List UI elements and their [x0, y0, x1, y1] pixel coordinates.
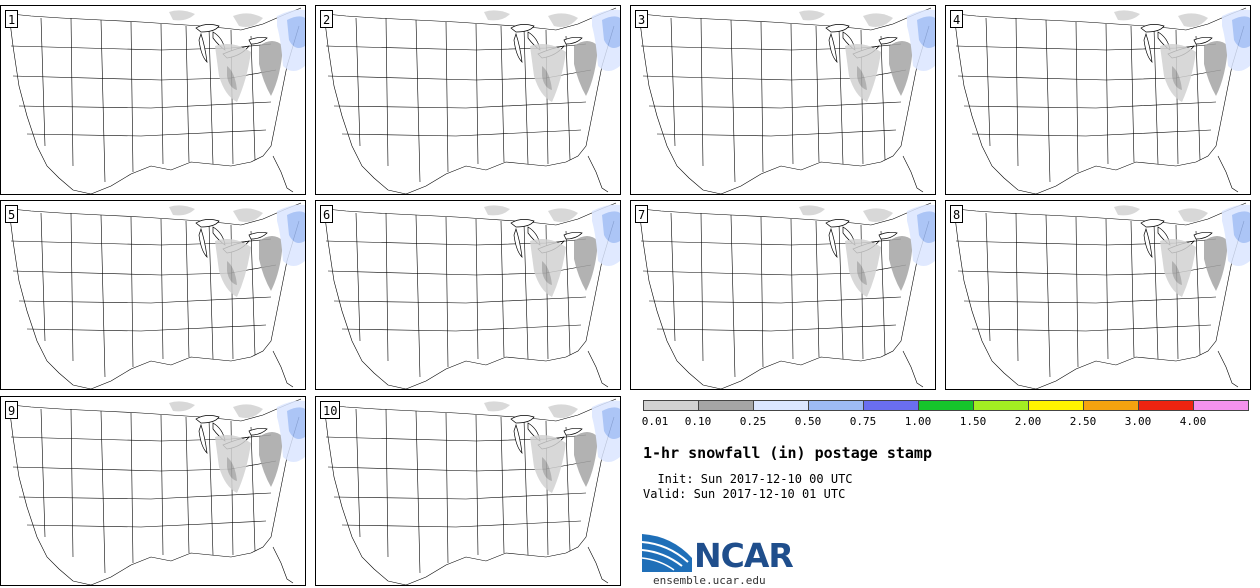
- legend-swatch: [643, 400, 699, 411]
- plot-title: 1-hr snowfall (in) postage stamp: [643, 444, 932, 462]
- us-snowfall-map: [8, 7, 305, 194]
- us-snowfall-map: [8, 398, 305, 585]
- legend-tick-label: 0.50: [794, 415, 822, 428]
- us-snowfall-map: [953, 202, 1250, 389]
- us-snowfall-map: [323, 398, 620, 585]
- ensemble-member-map: 9: [0, 396, 306, 586]
- legend-tick-label: 2.50: [1069, 415, 1097, 428]
- snowfall-color-legend: 0.01 0.10 0.25 0.50 0.75 1.00 1.50 2.00 2.50 3.00…: [641, 400, 1249, 432]
- legend-tick-label: 2.00: [1014, 415, 1042, 428]
- member-number: 4: [950, 10, 964, 28]
- member-number: 3: [635, 10, 649, 28]
- legend-swatch: [1028, 400, 1084, 411]
- ensemble-member-map: 5: [0, 200, 306, 390]
- member-number: 9: [5, 401, 19, 419]
- member-number: 8: [950, 205, 964, 223]
- ensemble-member-map: 2: [315, 5, 621, 195]
- legend-tick-label: 0.75: [849, 415, 877, 428]
- member-number: 7: [635, 205, 649, 223]
- legend-tick-label: 0.01: [641, 415, 669, 428]
- legend-swatch: [808, 400, 864, 411]
- legend-swatch: [863, 400, 919, 411]
- legend-swatch: [1138, 400, 1194, 411]
- member-number: 2: [320, 10, 334, 28]
- member-number: 5: [5, 205, 19, 223]
- legend-tick-label: 1.50: [959, 415, 987, 428]
- legend-swatch: [973, 400, 1029, 411]
- legend-swatch: [698, 400, 754, 411]
- legend-tick-label: 0.25: [739, 415, 767, 428]
- ncar-logo-text: NCAR: [694, 536, 794, 575]
- site-url: ensemble.ucar.edu: [653, 574, 766, 587]
- ensemble-member-map: 7: [630, 200, 936, 390]
- legend-swatch: [1193, 400, 1249, 411]
- legend-swatch: [1083, 400, 1139, 411]
- valid-time: Valid: Sun 2017-12-10 01 UTC: [643, 487, 846, 501]
- us-snowfall-map: [8, 202, 305, 389]
- us-snowfall-map: [323, 202, 620, 389]
- ensemble-member-map: 1: [0, 5, 306, 195]
- us-snowfall-map: [323, 7, 620, 194]
- init-time: Init: Sun 2017-12-10 00 UTC: [643, 472, 853, 486]
- ensemble-member-map: 4: [945, 5, 1251, 195]
- legend-tick-label: 0.10: [684, 415, 712, 428]
- legend-tick-label: 4.00: [1179, 415, 1207, 428]
- us-snowfall-map: [953, 7, 1250, 194]
- legend-tick-label: 3.00: [1124, 415, 1152, 428]
- ensemble-member-map: 6: [315, 200, 621, 390]
- legend-swatch: [753, 400, 809, 411]
- us-snowfall-map: [638, 7, 935, 194]
- ncar-logo-icon: [642, 534, 692, 572]
- member-number: 10: [320, 401, 341, 419]
- member-number: 1: [5, 10, 19, 28]
- member-number: 6: [320, 205, 334, 223]
- legend-tick-label: 1.00: [904, 415, 932, 428]
- ensemble-member-map: 8: [945, 200, 1251, 390]
- ensemble-member-map: 10: [315, 396, 621, 586]
- ensemble-member-map: 3: [630, 5, 936, 195]
- us-snowfall-map: [638, 202, 935, 389]
- legend-swatch: [918, 400, 974, 411]
